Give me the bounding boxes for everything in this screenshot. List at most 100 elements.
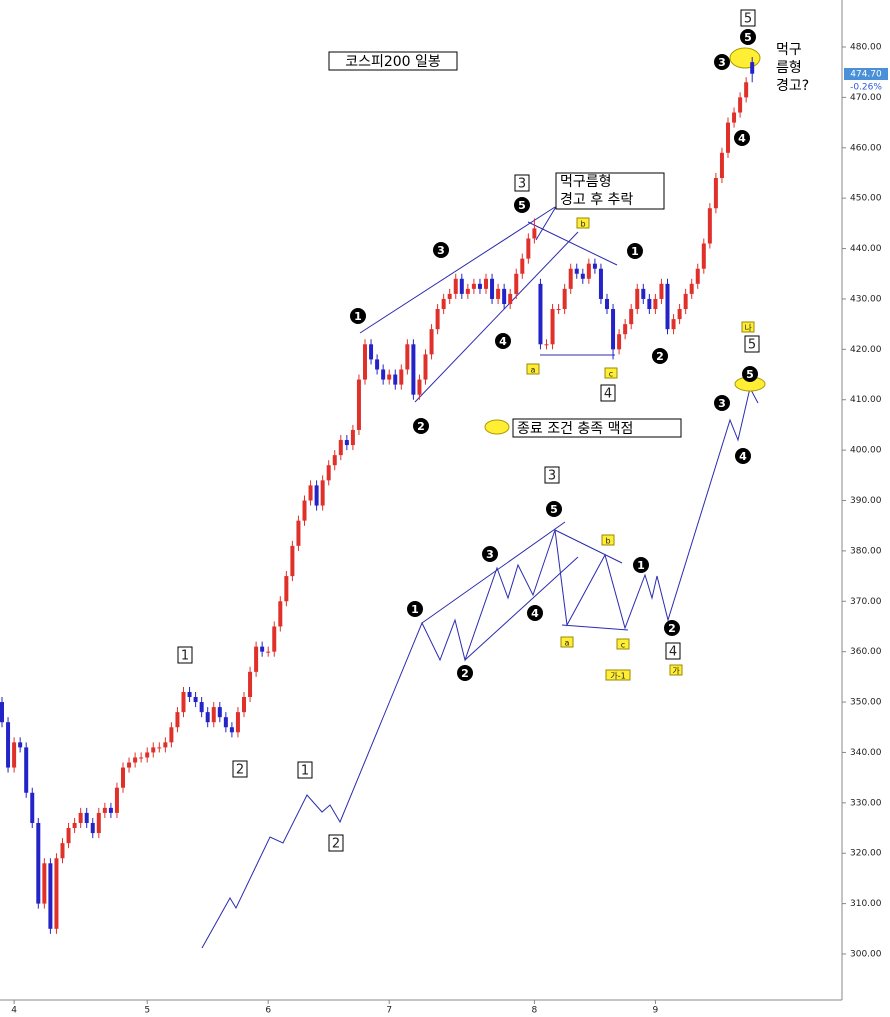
candle xyxy=(0,697,4,728)
wave-box xyxy=(665,642,681,660)
wave-label: 1 xyxy=(181,649,189,664)
candle xyxy=(544,339,549,350)
candle xyxy=(477,278,482,294)
candle xyxy=(623,319,628,340)
candle-body xyxy=(562,288,567,310)
candle-body xyxy=(235,712,240,733)
candle xyxy=(205,707,210,728)
candle xyxy=(719,147,724,184)
note-box xyxy=(555,172,665,210)
candle xyxy=(738,92,743,118)
candle xyxy=(435,303,440,335)
candle xyxy=(496,283,501,304)
candle-body xyxy=(344,440,349,446)
candle xyxy=(229,722,234,738)
candle xyxy=(6,717,11,773)
y-tick-label: 350.00 xyxy=(850,698,882,708)
wave-label: 나 xyxy=(744,324,752,333)
candle xyxy=(387,369,392,385)
candle-body xyxy=(145,752,150,758)
candle xyxy=(653,293,658,315)
candle-body xyxy=(181,691,186,713)
candle-body xyxy=(18,742,23,748)
candle xyxy=(326,460,331,486)
candle-body xyxy=(617,334,622,350)
candle-body xyxy=(526,238,531,259)
candle xyxy=(683,288,688,315)
wave-box xyxy=(177,646,193,664)
candle-body xyxy=(175,712,180,728)
candle-body xyxy=(84,812,89,823)
candle xyxy=(151,742,156,758)
candle xyxy=(248,666,253,703)
candle-body xyxy=(405,344,410,370)
candle-body xyxy=(96,812,101,834)
candle-body xyxy=(532,228,537,239)
candle-body xyxy=(568,268,573,289)
candle xyxy=(157,742,162,753)
wave-label: 4 xyxy=(739,450,747,463)
candle-body xyxy=(653,298,658,310)
candle xyxy=(707,203,712,249)
candle-body xyxy=(453,278,458,294)
candle xyxy=(732,107,737,128)
candle xyxy=(108,802,113,818)
candle xyxy=(726,117,730,158)
wave-circle xyxy=(735,448,751,464)
candle-body xyxy=(350,429,355,446)
candle xyxy=(121,762,125,793)
wave-tag xyxy=(576,217,590,229)
candle xyxy=(266,646,271,657)
annotation: 름형 xyxy=(776,60,802,76)
candle xyxy=(54,853,59,934)
wave-circle xyxy=(652,348,668,364)
candle xyxy=(586,258,591,284)
candle xyxy=(484,273,488,294)
wave-label: 5 xyxy=(744,12,752,27)
candle xyxy=(114,782,119,818)
candle xyxy=(490,273,495,304)
candle xyxy=(18,737,23,753)
candle-body xyxy=(151,747,156,753)
candle xyxy=(701,238,706,274)
candle xyxy=(568,263,573,294)
wave-circle xyxy=(627,243,643,259)
candle-body xyxy=(30,792,35,823)
y-tick-label: 310.00 xyxy=(850,899,882,909)
candle xyxy=(671,314,676,335)
wave-label: 1 xyxy=(411,603,419,616)
candle-body xyxy=(750,62,755,74)
wave-label: 1 xyxy=(301,764,309,779)
candle-body xyxy=(90,822,95,834)
wave-label: 3 xyxy=(548,469,556,484)
candle xyxy=(647,293,652,315)
candle-body xyxy=(471,283,476,289)
candle-body xyxy=(520,258,525,274)
candle-body xyxy=(665,283,670,330)
candle-body xyxy=(12,742,17,768)
candle xyxy=(163,737,168,753)
candle-body xyxy=(677,309,682,320)
candle-body xyxy=(550,309,555,345)
wave-box xyxy=(514,174,530,192)
candle-body xyxy=(441,298,446,310)
y-tick-label: 360.00 xyxy=(850,647,882,657)
wave-box xyxy=(600,384,616,402)
y-tick-label: 440.00 xyxy=(850,244,882,254)
candle xyxy=(429,324,434,360)
candle xyxy=(48,858,53,934)
candle xyxy=(96,807,101,839)
y-tick-label: 400.00 xyxy=(850,446,882,456)
last-price: 474.70 xyxy=(850,70,882,80)
candle-body xyxy=(314,485,319,506)
y-tick-label: 430.00 xyxy=(850,294,882,304)
wave-label: 3 xyxy=(437,244,445,257)
candle xyxy=(659,278,664,304)
wave-circle xyxy=(742,366,758,382)
candle xyxy=(598,263,603,304)
annotation: 먹구 xyxy=(776,42,802,58)
wave-label: 4 xyxy=(499,335,507,348)
wave-label: 2 xyxy=(332,837,340,852)
candle-body xyxy=(121,767,125,788)
wave-box xyxy=(744,335,760,353)
